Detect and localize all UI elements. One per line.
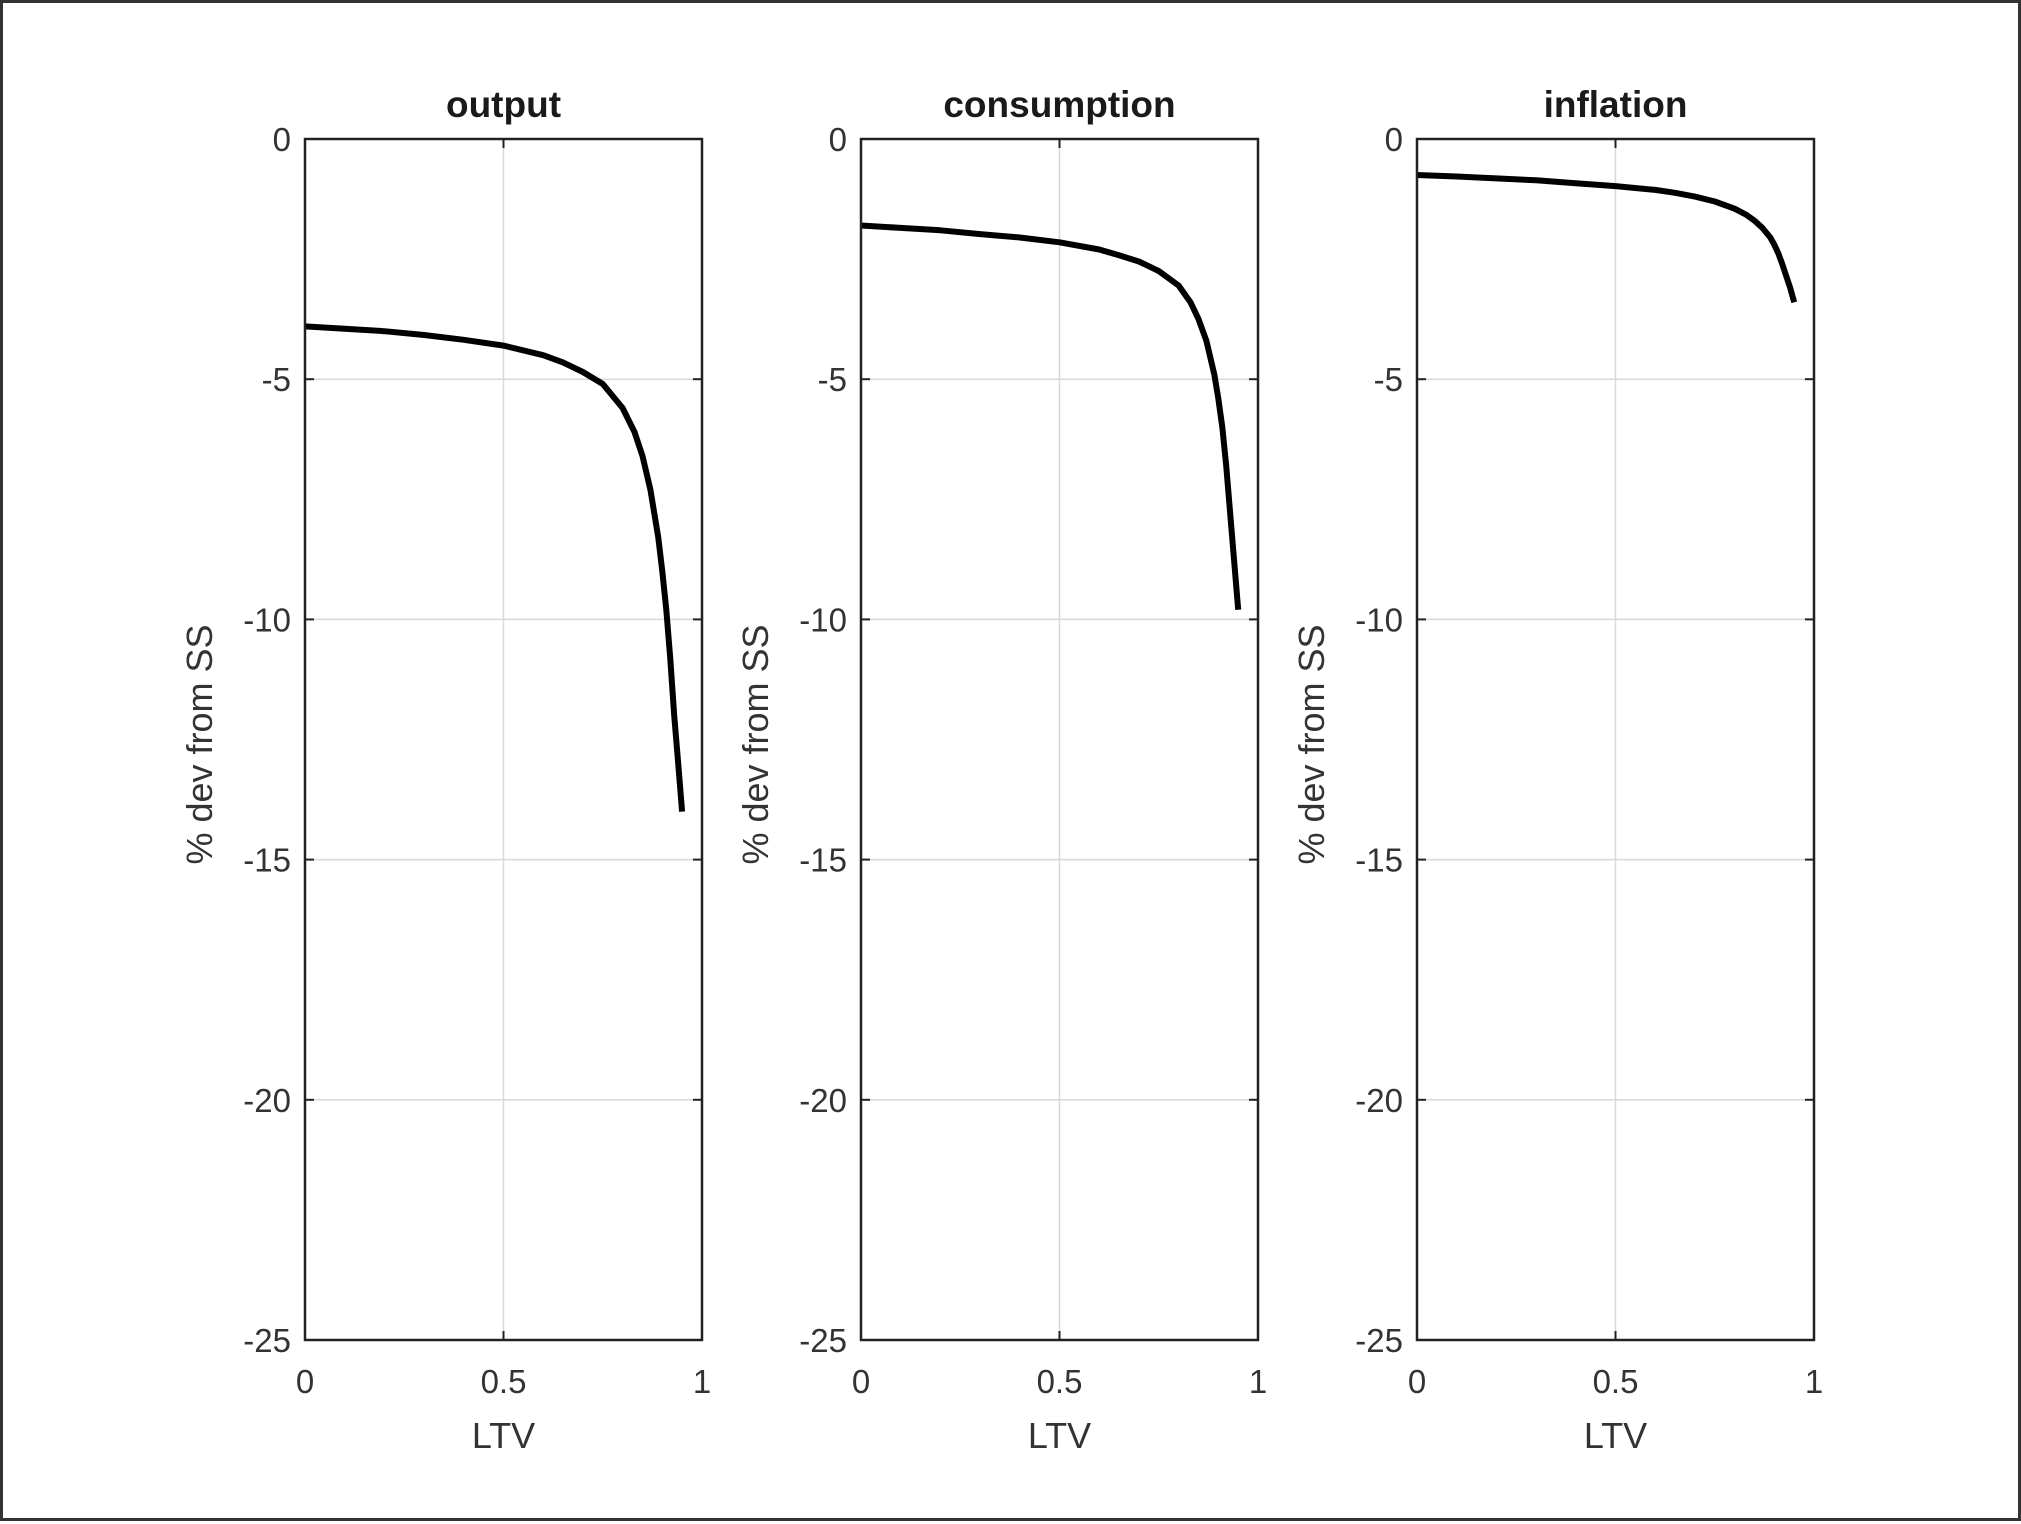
y-tick-label: -15: [799, 842, 847, 879]
y-tick-label: -10: [1355, 601, 1403, 638]
chart-svg: output 0 0.5 1 0 -5 -10 -15 -20 -25 LTV % dev from …: [179, 84, 1823, 1456]
x-tick-label: 0.5: [481, 1363, 527, 1400]
y-tick-label: 0: [273, 121, 291, 158]
x-tick-label: 0: [296, 1363, 314, 1400]
y-tick-label: -25: [1355, 1322, 1403, 1359]
y-tick-label: -5: [1374, 361, 1403, 398]
y-axis-label: % dev from SS: [1291, 624, 1332, 864]
y-tick-label: -25: [799, 1322, 847, 1359]
series-line-inflation: [1416, 172, 1798, 304]
y-tick-label: -15: [1355, 842, 1403, 879]
y-tick-label: -5: [818, 361, 847, 398]
y-axis-label: % dev from SS: [735, 624, 776, 864]
x-tick-label: 1: [1249, 1363, 1267, 1400]
y-tick-label: -20: [1355, 1082, 1403, 1119]
y-tick-label: -25: [243, 1322, 291, 1359]
panel-output: output 0 0.5 1 0 -5 -10 -15 -20 -25 LTV % dev from …: [179, 84, 711, 1456]
panel-inflation: inflation 0 0.5 1 0 -5 -10 -15 -20 -25 LTV % dev fr…: [1291, 84, 1823, 1456]
y-tick-label: -5: [262, 361, 291, 398]
x-tick-label: 0.5: [1593, 1363, 1639, 1400]
y-axis-label: % dev from SS: [179, 624, 220, 864]
x-tick-label: 0: [852, 1363, 870, 1400]
y-tick-label: -20: [243, 1082, 291, 1119]
x-axis-label: LTV: [472, 1415, 535, 1456]
x-tick-label: 1: [1805, 1363, 1823, 1400]
panel-title: output: [446, 84, 561, 125]
x-axis-label: LTV: [1584, 1415, 1647, 1456]
y-tick-label: -10: [799, 601, 847, 638]
x-tick-label: 0.5: [1037, 1363, 1083, 1400]
series-line-output: [304, 323, 686, 812]
panel-title: inflation: [1544, 84, 1688, 125]
y-tick-label: -10: [243, 601, 291, 638]
y-tick-label: -15: [243, 842, 291, 879]
series-line-consumption: [860, 222, 1242, 611]
axes-box: [1415, 137, 1816, 1342]
panel-title: consumption: [943, 84, 1175, 125]
y-tick-label: 0: [1385, 121, 1403, 158]
x-tick-label: 0: [1408, 1363, 1426, 1400]
y-tick-label: -20: [799, 1082, 847, 1119]
x-tick-label: 1: [693, 1363, 711, 1400]
axes-box: [303, 137, 704, 1342]
panel-consumption: consumption 0 0.5 1 0 -5 -10 -15 -20 -25 LTV % dev …: [735, 84, 1267, 1456]
axes-box: [859, 137, 1260, 1342]
y-tick-label: 0: [829, 121, 847, 158]
x-axis-label: LTV: [1028, 1415, 1091, 1456]
